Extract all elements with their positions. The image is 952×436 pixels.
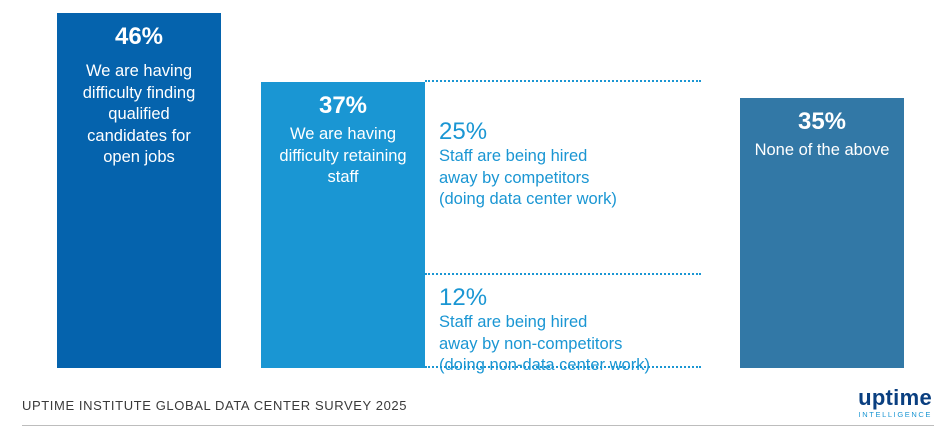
breakdown-value-label: 25%	[439, 118, 488, 145]
breakdown-non-competitors: 12% Staff are being hired away by non-co…	[425, 273, 701, 374]
bar-finding-candidates: 46% We are having difficulty finding qua…	[57, 13, 221, 368]
breakdown-label: Staff are being hired away by competitor…	[439, 147, 617, 208]
bar-value-label: 37%	[318, 92, 368, 119]
bar-value-label: 46%	[114, 23, 164, 50]
breakdown-value-label: 12%	[439, 284, 488, 311]
uptime-logo: uptime INTELLIGENCE	[858, 385, 932, 420]
bar-category-label: None of the above	[754, 141, 890, 159]
breakdown-competitors: 25% Staff are being hired away by compet…	[425, 80, 701, 273]
bar-value-label: 35%	[797, 108, 847, 135]
bar-category-label: We are having difficulty retaining staff	[279, 125, 407, 186]
breakdown-bottom-rule	[425, 366, 701, 368]
bar-retaining-staff: 37% We are having difficulty retaining s…	[261, 82, 425, 368]
footer-divider	[22, 425, 934, 426]
logo-wordmark: uptime	[858, 385, 932, 410]
bar-category-label: We are having difficulty finding qualifi…	[82, 62, 196, 166]
breakdown-label: Staff are being hired away by non-compet…	[439, 313, 650, 374]
source-note: UPTIME INSTITUTE GLOBAL DATA CENTER SURV…	[22, 398, 408, 413]
bar-none-of-above: 35% None of the above	[740, 98, 904, 368]
logo-tagline: INTELLIGENCE	[858, 410, 932, 419]
